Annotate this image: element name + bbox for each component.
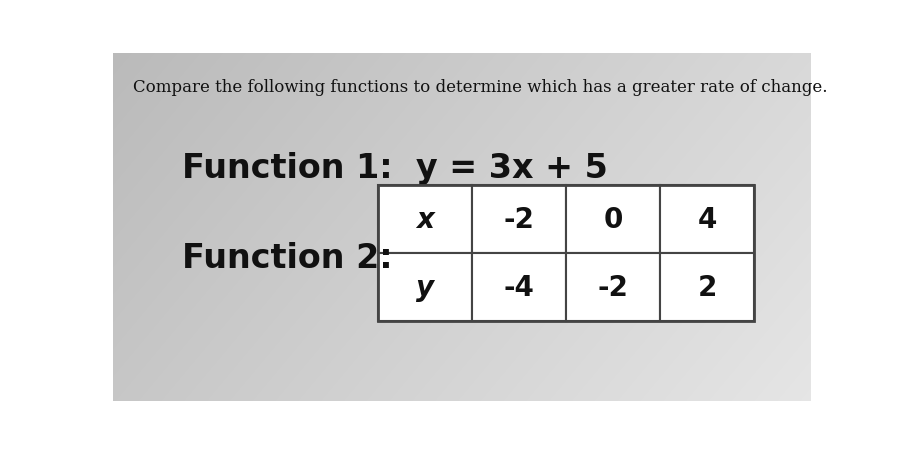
Bar bbox=[566, 254, 660, 322]
Text: 4: 4 bbox=[698, 206, 716, 234]
Text: -2: -2 bbox=[598, 274, 628, 302]
Text: y: y bbox=[416, 274, 434, 302]
Bar bbox=[472, 254, 566, 322]
Text: 2: 2 bbox=[698, 274, 716, 302]
Bar bbox=[566, 186, 660, 254]
Text: Function 1:  y = 3x + 5: Function 1: y = 3x + 5 bbox=[182, 152, 608, 184]
Bar bbox=[378, 254, 472, 322]
Bar bbox=[660, 254, 754, 322]
Bar bbox=[660, 186, 754, 254]
Text: -4: -4 bbox=[503, 274, 535, 302]
Text: 0: 0 bbox=[603, 206, 623, 234]
Text: Function 2:: Function 2: bbox=[182, 242, 393, 275]
Bar bbox=[472, 186, 566, 254]
Text: x: x bbox=[416, 206, 434, 234]
Text: -2: -2 bbox=[503, 206, 535, 234]
Bar bbox=[378, 186, 472, 254]
Text: Compare the following functions to determine which has a greater rate of change.: Compare the following functions to deter… bbox=[133, 78, 828, 96]
